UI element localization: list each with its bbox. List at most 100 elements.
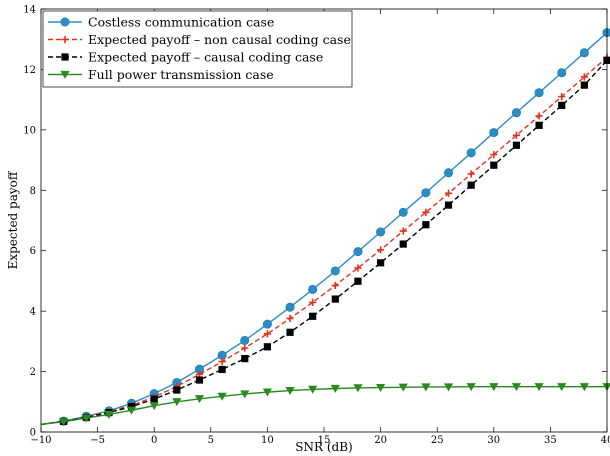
- series-3: [40, 383, 610, 427]
- data-point: [309, 298, 317, 306]
- data-point: [466, 148, 476, 158]
- legend-marker: [60, 17, 70, 27]
- data-point: [262, 388, 272, 397]
- legend-marker: [61, 53, 69, 61]
- series-line: [40, 59, 608, 426]
- data-point: [81, 414, 91, 423]
- y-tick-label: 4: [30, 307, 36, 318]
- data-point: [512, 141, 521, 149]
- data-point: [535, 112, 543, 120]
- legend-label: Full power transmission case: [88, 67, 274, 82]
- data-point: [262, 319, 272, 329]
- data-point: [443, 383, 454, 392]
- data-point: [398, 383, 408, 392]
- data-point: [489, 383, 499, 392]
- data-point: [330, 384, 340, 393]
- x-tick-label: 25: [431, 435, 444, 446]
- x-tick-label: −10: [30, 435, 51, 446]
- data-point: [241, 354, 249, 363]
- y-axis-label: Expected payoff: [6, 170, 20, 269]
- data-point: [398, 207, 408, 217]
- data-point: [602, 28, 610, 38]
- data-point: [172, 398, 182, 407]
- data-point: [354, 264, 362, 272]
- data-point: [104, 410, 114, 419]
- data-point: [377, 259, 385, 267]
- data-point: [467, 170, 475, 178]
- data-point: [240, 335, 250, 345]
- legend-entry: Full power transmission case: [48, 67, 274, 82]
- y-tick-label: 0: [30, 428, 36, 439]
- data-point: [330, 266, 340, 276]
- data-point: [285, 387, 295, 396]
- x-tick-label: 5: [208, 435, 214, 446]
- data-point: [444, 168, 454, 178]
- data-point: [444, 201, 453, 209]
- data-point: [149, 402, 159, 411]
- data-point: [534, 383, 544, 392]
- data-point: [376, 227, 386, 237]
- series-line: [40, 56, 608, 426]
- y-tick-label: 12: [23, 65, 36, 76]
- x-tick-label: 35: [544, 435, 557, 446]
- legend-box: [42, 10, 353, 88]
- data-point: [422, 221, 430, 229]
- x-tick-label: 20: [374, 435, 387, 446]
- data-point: [127, 403, 136, 411]
- data-point: [512, 131, 521, 139]
- data-point: [602, 383, 610, 392]
- x-tick-label: 40: [601, 435, 610, 446]
- data-point: [399, 227, 407, 235]
- data-point: [285, 302, 295, 312]
- data-point: [353, 247, 363, 257]
- legend-label: Expected payoff – non causal coding case: [88, 32, 351, 47]
- legend-marker: [61, 35, 69, 44]
- x-tick-label: 30: [487, 435, 500, 446]
- data-point: [467, 181, 475, 189]
- data-point: [331, 295, 339, 303]
- data-point: [490, 151, 498, 159]
- data-point: [580, 81, 588, 89]
- data-point: [579, 48, 589, 58]
- x-tick-label: 15: [318, 435, 331, 446]
- data-point: [490, 161, 498, 169]
- legend: Costless communication case Expected payo…: [42, 10, 353, 88]
- axis-ticks: −10 −5 0 5 10 15 20 25 30 35 40 0 2 4 6 8 10 12 14: [23, 5, 610, 447]
- y-tick-label: 6: [30, 246, 36, 257]
- legend-entry: Expected payoff – non causal coding case: [48, 32, 351, 47]
- data-point: [309, 312, 317, 320]
- data-point: [579, 383, 589, 392]
- data-point: [558, 101, 566, 109]
- data-point: [376, 383, 386, 392]
- data-point: [489, 128, 499, 138]
- x-tick-label: 0: [151, 435, 157, 446]
- legend-label: Costless communication case: [88, 14, 274, 29]
- data-point: [308, 385, 318, 394]
- data-point: [557, 68, 567, 78]
- x-axis-label: SNR (dB): [295, 440, 352, 454]
- data-point: [421, 188, 431, 198]
- data-point: [126, 406, 137, 415]
- data-point: [422, 208, 430, 216]
- data-point: [421, 383, 431, 392]
- series-line: [40, 385, 607, 426]
- data-point: [444, 189, 453, 197]
- data-point: [263, 343, 271, 351]
- data-point: [308, 284, 318, 294]
- data-point: [534, 88, 544, 98]
- legend-entry: Costless communication case: [48, 14, 274, 29]
- data-point: [353, 384, 363, 393]
- legend-marker: [60, 70, 70, 79]
- legend-entry: Expected payoff – causal coding case: [48, 49, 323, 64]
- y-tick-label: 14: [23, 5, 36, 16]
- y-tick-label: 10: [23, 125, 36, 136]
- data-point: [59, 418, 69, 427]
- data-point: [580, 73, 588, 81]
- data-point: [331, 281, 339, 290]
- data-point: [263, 330, 271, 338]
- data-point: [558, 93, 566, 101]
- data-point: [511, 108, 521, 118]
- y-tick-label: 8: [30, 186, 36, 197]
- data-point: [240, 390, 250, 399]
